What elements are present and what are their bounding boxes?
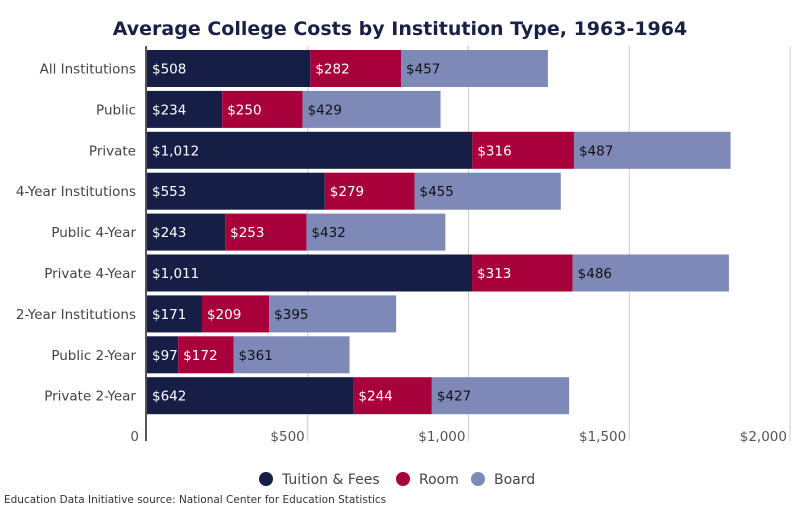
chart-title: Average College Costs by Institution Typ… [113,18,687,40]
bar-segment-room [353,377,432,415]
category-label: Public 2-Year [51,348,136,364]
data-label: $361 [238,348,272,364]
category-label: All Institutions [40,62,136,78]
x-tick-label: $1,000 [418,429,465,445]
bar-segment-board [572,254,729,292]
category-label: 2-Year Institutions [16,307,136,323]
data-label: $282 [315,62,349,78]
data-label: $243 [152,225,186,241]
bar-segment-board [302,90,441,128]
data-label: $97 [152,348,178,364]
data-label: $244 [358,389,392,405]
category-label: 4-Year Institutions [16,184,136,200]
legend-label: Tuition & Fees [281,472,380,488]
data-label: $250 [227,102,261,118]
legend-marker [471,472,485,486]
data-label: $432 [311,225,345,241]
data-label: $234 [152,102,186,118]
bar-segment-tuition-fees [147,254,473,292]
data-label: $457 [406,62,440,78]
bar-segment-tuition-fees [147,336,179,374]
bar-segment-board [414,172,561,210]
data-label: $642 [152,389,186,405]
data-label: $553 [152,184,186,200]
bar-segment-tuition-fees [147,50,311,87]
bar-segment-tuition-fees [147,131,473,169]
category-label: Private 2-Year [44,389,136,405]
bar-segment-room [222,90,303,128]
data-label: $455 [419,184,453,200]
bar-segment-tuition-fees [147,377,354,415]
bar-segment-tuition-fees [147,295,202,333]
bar-segment-room [324,172,415,210]
data-label: $1,011 [152,266,199,282]
bar-segment-board [306,213,446,251]
data-label: $508 [152,62,186,78]
data-label: $487 [579,143,613,159]
legend: Tuition & Fees Room Board [259,472,535,488]
category-label: Public 4-Year [51,225,136,241]
bar-segment-tuition-fees [147,172,325,210]
bar-segment-room [178,336,234,374]
bar-segment-board [431,377,570,415]
x-tick-label: 0 [130,429,139,445]
x-tick-label: $1,500 [579,429,626,445]
bar-segment-tuition-fees [147,90,223,128]
bar-segment-tuition-fees [147,213,226,251]
data-label: $253 [230,225,264,241]
x-tick-label: $2,000 [740,429,787,445]
bar-segment-board [400,50,548,87]
category-label: Public [96,102,136,118]
bars: $508 $282 $457 $234 $250 $429 $1,012 $316 $487 $5… [147,50,731,415]
source-note: Education Data Initiative source: Nation… [4,494,386,506]
data-label: $209 [207,307,241,323]
data-label: $427 [437,389,471,405]
category-label: Private 4-Year [44,266,136,282]
data-label: $279 [330,184,364,200]
bar-segment-room [225,213,307,251]
bar-segment-room [472,131,574,169]
category-label: Private [89,143,136,159]
bar-segment-room [472,254,573,292]
bar-segment-board [233,336,350,374]
data-label: $486 [578,266,612,282]
legend-marker [396,472,410,486]
legend-label: Board [494,472,535,488]
category-labels: All Institutions Public Private 4-Year Inst… [16,62,137,405]
bar-segment-board [573,131,731,169]
bar-segment-room [201,295,270,333]
x-tick-label: $500 [270,429,304,445]
data-label: $429 [308,102,342,118]
legend-marker [259,472,273,486]
data-label: $395 [274,307,308,323]
bar-segment-room [310,50,401,87]
x-axis-ticks: 0 $500 $1,000 $1,500 $2,000 [130,429,787,445]
bar-segment-board [269,295,397,333]
legend-label: Room [419,472,459,488]
data-label: $1,012 [152,143,199,159]
data-label: $172 [183,348,217,364]
data-label: $171 [152,307,186,323]
data-label: $313 [477,266,511,282]
data-label: $316 [477,143,511,159]
